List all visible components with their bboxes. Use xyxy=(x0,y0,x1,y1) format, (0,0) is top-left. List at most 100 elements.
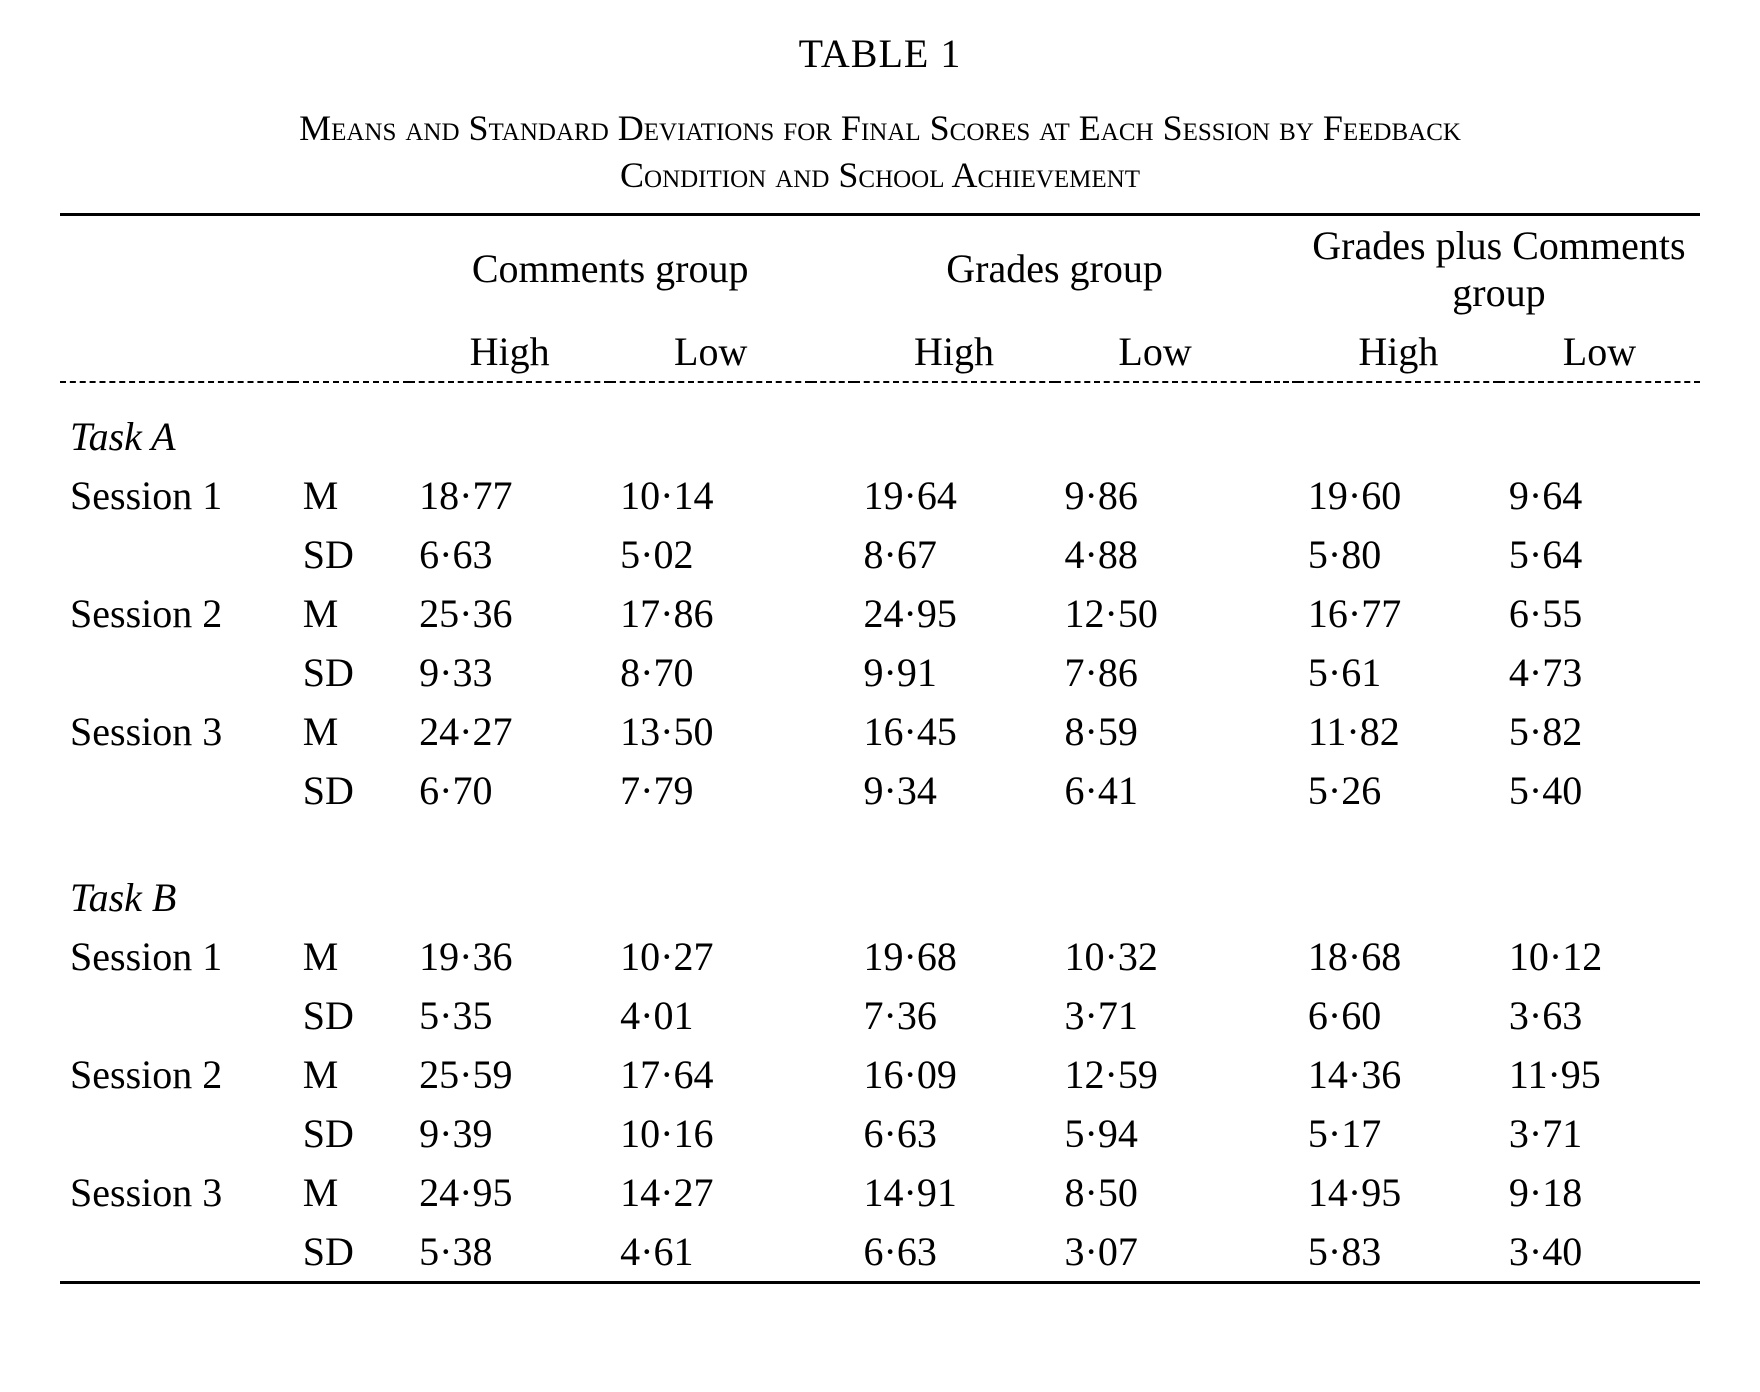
cell: 6·55 xyxy=(1499,584,1700,643)
data-table: Comments group Grades group Grades plus … xyxy=(60,213,1700,1284)
cell: 14·95 xyxy=(1298,1163,1499,1222)
cell: 13·50 xyxy=(610,702,811,761)
cell: 24·95 xyxy=(409,1163,610,1222)
cell: 24·95 xyxy=(854,584,1055,643)
cell: 14·91 xyxy=(854,1163,1055,1222)
spacer xyxy=(60,820,1700,856)
cell: 5·35 xyxy=(409,986,610,1045)
cell: 9·64 xyxy=(1499,466,1700,525)
cell: 7·79 xyxy=(610,761,811,820)
cell: 5·61 xyxy=(1298,643,1499,702)
stat-mean: M xyxy=(293,584,409,643)
cell: 9·34 xyxy=(854,761,1055,820)
sub-low-1: Low xyxy=(610,322,811,382)
cell: 9·18 xyxy=(1499,1163,1700,1222)
cell: 12·50 xyxy=(1055,584,1256,643)
cell: 3·07 xyxy=(1055,1222,1256,1283)
task-b-label: Task B xyxy=(60,856,1700,927)
cell: 19·36 xyxy=(409,927,610,986)
cell: 5·83 xyxy=(1298,1222,1499,1283)
sub-high-3: High xyxy=(1298,322,1499,382)
cell: 25·36 xyxy=(409,584,610,643)
cell: 5·38 xyxy=(409,1222,610,1283)
cell: 9·33 xyxy=(409,643,610,702)
cell: 8·67 xyxy=(854,525,1055,584)
cell: 6·63 xyxy=(854,1104,1055,1163)
cell: 5·26 xyxy=(1298,761,1499,820)
table-row: Session 2 M 25·36 17·86 24·95 12·50 16·7… xyxy=(60,584,1700,643)
session-label: Session 3 xyxy=(60,1163,293,1222)
cell: 19·64 xyxy=(854,466,1055,525)
cell: 9·91 xyxy=(854,643,1055,702)
cell: 14·36 xyxy=(1298,1045,1499,1104)
mid-rule xyxy=(60,382,1700,395)
cell: 5·94 xyxy=(1055,1104,1256,1163)
cell: 8·59 xyxy=(1055,702,1256,761)
cell: 10·32 xyxy=(1055,927,1256,986)
group-header-grades: Grades group xyxy=(854,214,1256,322)
cell: 16·45 xyxy=(854,702,1055,761)
cell: 10·14 xyxy=(610,466,811,525)
cell: 16·77 xyxy=(1298,584,1499,643)
table-row: Session 2 M 25·59 17·64 16·09 12·59 14·3… xyxy=(60,1045,1700,1104)
page-root: TABLE 1 Means and Standard Deviations fo… xyxy=(0,0,1760,1392)
cell: 8·70 xyxy=(610,643,811,702)
sub-header-row: High Low High Low High Low xyxy=(60,322,1700,382)
cell: 11·95 xyxy=(1499,1045,1700,1104)
stat-sd: SD xyxy=(293,1222,409,1283)
cell: 16·09 xyxy=(854,1045,1055,1104)
cell: 19·60 xyxy=(1298,466,1499,525)
cell: 11·82 xyxy=(1298,702,1499,761)
cell: 5·82 xyxy=(1499,702,1700,761)
cell: 10·12 xyxy=(1499,927,1700,986)
cell: 5·17 xyxy=(1298,1104,1499,1163)
sub-low-3: Low xyxy=(1499,322,1700,382)
table-caption: Means and Standard Deviations for Final … xyxy=(60,105,1700,199)
session-label: Session 1 xyxy=(60,927,293,986)
cell: 6·41 xyxy=(1055,761,1256,820)
cell: 9·39 xyxy=(409,1104,610,1163)
stat-sd: SD xyxy=(293,1104,409,1163)
table-row: SD 6·70 7·79 9·34 6·41 5·26 5·40 xyxy=(60,761,1700,820)
cell: 4·01 xyxy=(610,986,811,1045)
cell: 25·59 xyxy=(409,1045,610,1104)
table-row: SD 6·63 5·02 8·67 4·88 5·80 5·64 xyxy=(60,525,1700,584)
cell: 10·16 xyxy=(610,1104,811,1163)
cell: 4·88 xyxy=(1055,525,1256,584)
cell: 14·27 xyxy=(610,1163,811,1222)
cell: 7·36 xyxy=(854,986,1055,1045)
cell: 19·68 xyxy=(854,927,1055,986)
cell: 5·02 xyxy=(610,525,811,584)
stat-sd: SD xyxy=(293,643,409,702)
stat-mean: M xyxy=(293,1045,409,1104)
session-label: Session 1 xyxy=(60,466,293,525)
stat-mean: M xyxy=(293,1163,409,1222)
table-row: SD 9·39 10·16 6·63 5·94 5·17 3·71 xyxy=(60,1104,1700,1163)
group-header-row: Comments group Grades group Grades plus … xyxy=(60,214,1700,322)
cell: 4·61 xyxy=(610,1222,811,1283)
sub-high-1: High xyxy=(409,322,610,382)
cell: 3·40 xyxy=(1499,1222,1700,1283)
table-row: Session 1 M 18·77 10·14 19·64 9·86 19·60… xyxy=(60,466,1700,525)
cell: 5·80 xyxy=(1298,525,1499,584)
cell: 17·64 xyxy=(610,1045,811,1104)
stat-sd: SD xyxy=(293,525,409,584)
cell: 18·68 xyxy=(1298,927,1499,986)
cell: 6·60 xyxy=(1298,986,1499,1045)
stat-sd: SD xyxy=(293,986,409,1045)
task-row: Task A xyxy=(60,395,1700,466)
task-row: Task B xyxy=(60,856,1700,927)
cell: 3·63 xyxy=(1499,986,1700,1045)
stat-mean: M xyxy=(293,927,409,986)
table-row: Session 3 M 24·95 14·27 14·91 8·50 14·95… xyxy=(60,1163,1700,1222)
table-row: Session 1 M 19·36 10·27 19·68 10·32 18·6… xyxy=(60,927,1700,986)
task-a-label: Task A xyxy=(60,395,1700,466)
session-label: Session 2 xyxy=(60,1045,293,1104)
session-label: Session 2 xyxy=(60,584,293,643)
table-row: SD 9·33 8·70 9·91 7·86 5·61 4·73 xyxy=(60,643,1700,702)
cell: 8·50 xyxy=(1055,1163,1256,1222)
cell: 9·86 xyxy=(1055,466,1256,525)
cell: 6·70 xyxy=(409,761,610,820)
cell: 18·77 xyxy=(409,466,610,525)
cell: 3·71 xyxy=(1499,1104,1700,1163)
